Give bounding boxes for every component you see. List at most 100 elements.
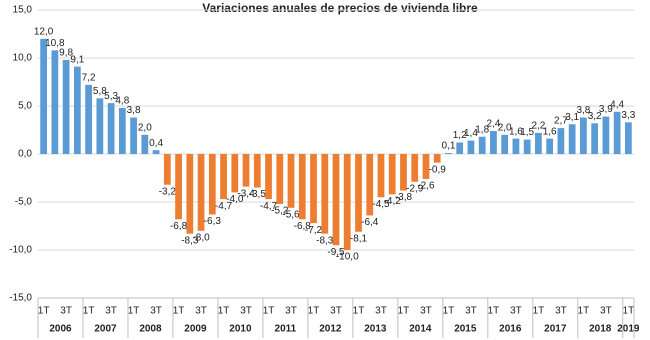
chart-title: Variaciones anuales de precios de vivien…	[202, 1, 478, 15]
data-label: 3,8	[127, 105, 141, 116]
x-tick-label: 1T	[83, 306, 95, 317]
year-label: 2014	[409, 324, 432, 335]
data-label: 3,1	[565, 112, 579, 123]
x-tick-label: 1T	[218, 306, 230, 317]
bar	[546, 138, 554, 154]
data-label: -10,0	[336, 252, 359, 263]
data-label: 12,0	[34, 26, 54, 37]
x-tick-label: 1T	[308, 306, 320, 317]
data-label: -6,8	[294, 221, 312, 232]
x-tick-label: 3T	[150, 306, 162, 317]
data-label: 2,4	[486, 119, 500, 130]
data-label: -0,9	[429, 164, 447, 175]
bar	[96, 98, 104, 154]
x-tick-label: 1T	[443, 306, 455, 317]
data-label: 1,4	[464, 128, 478, 139]
data-label: 1,2	[453, 130, 467, 141]
bar	[186, 154, 194, 234]
x-tick-label: 3T	[555, 306, 567, 317]
year-label: 2011	[275, 324, 297, 335]
data-label: 1,8	[475, 124, 489, 135]
data-label: -6,3	[204, 216, 222, 227]
bar	[613, 111, 621, 154]
year-label: 2009	[184, 324, 207, 335]
data-label: -3,4	[237, 188, 255, 199]
year-label: 2019	[617, 324, 640, 335]
bar	[411, 154, 419, 182]
x-tick-label: 1T	[578, 306, 590, 317]
bar	[400, 154, 407, 191]
data-label: -5,6	[282, 209, 300, 220]
year-label: 2006	[49, 324, 72, 335]
x-tick-label: 3T	[600, 306, 612, 317]
x-tick-label: 1T	[488, 306, 500, 317]
bar	[501, 134, 509, 154]
bar	[535, 132, 542, 154]
data-label: 3,9	[599, 104, 613, 115]
year-label: 2017	[544, 324, 567, 335]
data-label: 1,6	[509, 126, 523, 137]
data-label: 3,2	[588, 111, 602, 122]
data-label: -6,8	[170, 221, 188, 232]
bar	[231, 154, 239, 193]
data-label: -4,2	[384, 196, 402, 207]
data-label: 2,0	[138, 122, 152, 133]
data-label: 0,1	[441, 141, 455, 152]
bar	[253, 154, 261, 188]
bar	[456, 142, 464, 154]
y-tick-label: 10,0	[13, 53, 33, 64]
data-label: -8,3	[181, 235, 199, 246]
bar	[62, 59, 70, 154]
bar	[265, 154, 272, 200]
bar	[321, 154, 329, 234]
data-label: -4,7	[215, 201, 233, 212]
x-tick-label: 3T	[330, 306, 342, 317]
bar	[276, 154, 284, 204]
bar	[220, 154, 227, 200]
x-tick-label: 3T	[375, 306, 387, 317]
bar	[130, 117, 137, 154]
data-label: 2,7	[554, 116, 568, 127]
bar	[287, 154, 295, 208]
data-label: 4,8	[115, 96, 129, 107]
data-label: -3,5	[249, 189, 267, 200]
data-label: -8,0	[192, 232, 210, 243]
x-tick-label: 1T	[533, 306, 545, 317]
bar	[175, 154, 182, 220]
year-label: 2007	[94, 324, 117, 335]
data-label: 9,8	[59, 48, 73, 59]
year-label: 2016	[499, 324, 522, 335]
data-label: -4,5	[372, 199, 390, 210]
data-label: -6,4	[361, 217, 379, 228]
x-tick-label: 3T	[195, 306, 207, 317]
data-label: 5,8	[93, 86, 107, 97]
bar	[298, 154, 306, 220]
data-label: -7,2	[305, 225, 323, 236]
y-tick-label: -15,0	[9, 293, 32, 304]
data-label: 10,8	[45, 38, 65, 49]
data-label: 3,8	[576, 105, 590, 116]
year-label: 2018	[589, 324, 612, 335]
data-label: 3,3	[621, 110, 635, 121]
data-label: -4,7	[260, 201, 278, 212]
bar	[242, 154, 250, 187]
data-label: 5,3	[104, 91, 118, 102]
x-tick-label: 3T	[510, 306, 522, 317]
data-label: 9,1	[70, 54, 84, 65]
bar	[490, 130, 497, 154]
bar	[388, 154, 396, 195]
data-label: 2,2	[531, 121, 545, 132]
bar	[40, 38, 47, 154]
x-tick-label: 3T	[420, 306, 432, 317]
data-label: -9,5	[327, 247, 345, 258]
bar	[467, 140, 475, 154]
bar	[512, 138, 520, 154]
bar	[568, 124, 576, 154]
bar	[332, 154, 340, 246]
x-tick-label: 1T	[623, 306, 635, 317]
y-tick-label: -5,0	[15, 197, 33, 208]
data-label: 4,4	[610, 99, 624, 110]
data-label: 1,5	[520, 127, 534, 138]
data-label: -2,9	[406, 183, 424, 194]
